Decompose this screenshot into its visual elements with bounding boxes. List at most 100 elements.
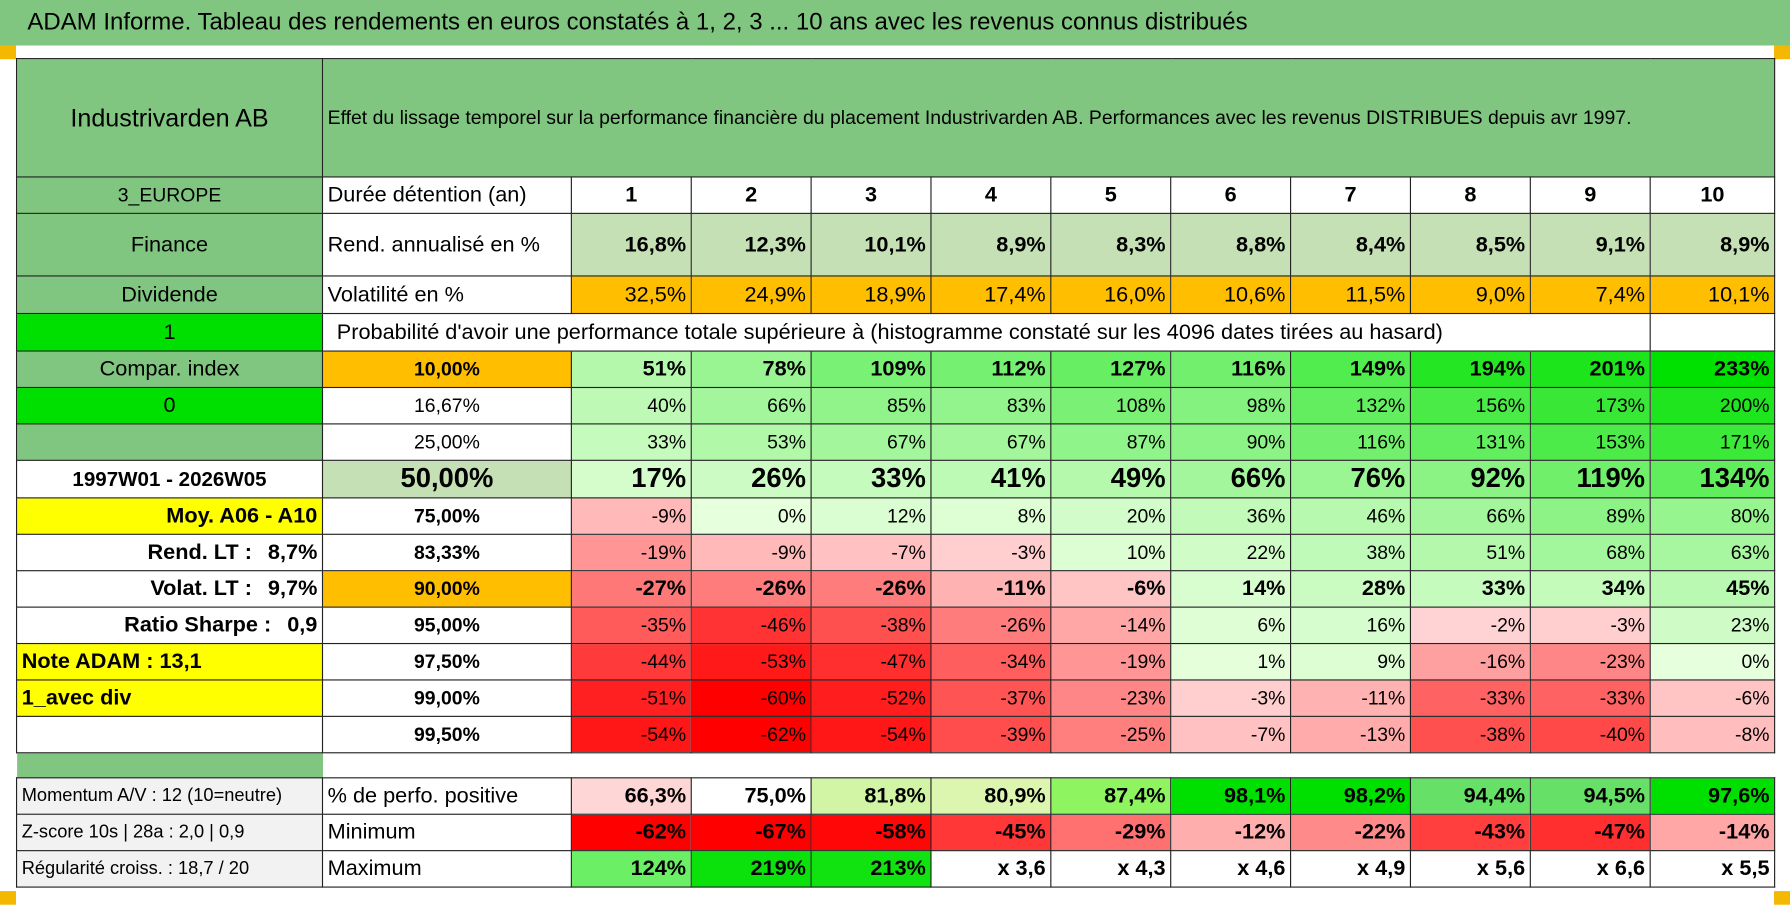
percentile-cell: 38% [1290, 533, 1412, 572]
percentile-cell: 173% [1529, 386, 1651, 425]
percentile-cell: 90% [1170, 423, 1292, 461]
percentile-cell: -3% [1170, 679, 1292, 717]
sharpe-ratio-value: 0,9 [287, 613, 318, 638]
header-row: Industrivarden AB Effet du lissage tempo… [15, 58, 1776, 178]
maximum-cell: x 6,6 [1529, 850, 1651, 888]
positive-performance-row: Momentum A/V : 12 (10=neutre)% de perfo.… [15, 777, 1776, 815]
positive-performance-cell: 94,4% [1409, 777, 1531, 815]
annual-return-cell: 16,8% [570, 212, 692, 277]
percentile-cell: 108% [1050, 386, 1172, 425]
percentile-cell: 26% [690, 459, 812, 499]
probability-row: 1 Probabilité d'avoir une performance to… [15, 312, 1776, 352]
year-header: 6 [1170, 176, 1292, 214]
percentile-cell: 109% [810, 350, 932, 389]
percentile-cell: 22% [1170, 533, 1292, 572]
positive-performance-cell: 87,4% [1050, 777, 1172, 815]
empty-cell [1530, 312, 1651, 352]
annual-return-cell: 8,4% [1290, 212, 1412, 277]
percentile-cell: 201% [1529, 350, 1651, 389]
positive-performance-cell: 80,9% [930, 777, 1052, 815]
percentile-cell: -16% [1409, 642, 1531, 681]
empty-cell [15, 715, 324, 754]
percentile-cell: -46% [690, 606, 812, 645]
minimum-cell: -45% [930, 813, 1052, 852]
corner-marker [1774, 45, 1790, 60]
year-header: 5 [1050, 176, 1172, 214]
volatility-row: Dividende Volatilité en % 32,5% 24,9% 18,9… [15, 275, 1776, 315]
company-name: Industrivarden AB [15, 58, 324, 178]
percentile-row: Ratio Sharpe :0,9 95,00% -35% -46% -38% -26% -… [15, 606, 1776, 645]
maximum-cell: 124% [570, 850, 692, 888]
percentile-cell: -38% [1409, 715, 1531, 754]
positive-performance-cell: 98,2% [1290, 777, 1412, 815]
percentile-cell: 23% [1649, 606, 1776, 645]
percentile-cell: -9% [570, 497, 692, 535]
annual-return-cell: 8,5% [1409, 212, 1531, 277]
volatility-cell: 18,9% [810, 275, 932, 315]
maximum-label: Maximum [321, 850, 572, 888]
percentile-cell: -25% [1050, 715, 1172, 754]
empty-cell [1530, 753, 1650, 778]
empty-cell [931, 753, 1051, 778]
volatility-cell: 11,5% [1290, 275, 1412, 315]
maximum-cell: x 3,6 [930, 850, 1052, 888]
percentile-cell: 80% [1649, 497, 1776, 535]
maximum-cell: x 4,9 [1290, 850, 1412, 888]
minimum-row: Z-score 10s | 28a : 2,0 | 0,9 Minimum -62%… [15, 813, 1776, 852]
percentile-cell: 171% [1649, 423, 1776, 461]
percentile-cell: 16% [1290, 606, 1412, 645]
year-header: 4 [930, 176, 1052, 214]
percentile-cell: 76% [1290, 459, 1412, 499]
positive-performance-side-info: Momentum A/V : 12 (10=neutre) [15, 777, 324, 815]
long-term-return-label: Rend. LT : [147, 540, 252, 565]
return-label: Rend. annualisé en % [321, 212, 572, 277]
maximum-cell: 213% [810, 850, 932, 888]
percentile-cell: 132% [1290, 386, 1412, 425]
percentile-cell: -52% [810, 679, 932, 717]
minimum-cell: -14% [1649, 813, 1776, 852]
volatility-cell: 7,4% [1529, 275, 1651, 315]
percentile-cell: 98% [1170, 386, 1292, 425]
percentile-cell: 149% [1290, 350, 1412, 389]
percentile-cell: -60% [690, 679, 812, 717]
percentile-cell: 6% [1170, 606, 1292, 645]
percentile-cell: -9% [690, 533, 812, 572]
percentile-cell: 0% [690, 497, 812, 535]
empty-cell [1650, 753, 1775, 778]
percentile-cell: -39% [930, 715, 1052, 754]
percentile-cell: 8% [930, 497, 1052, 535]
percentile-cell: 45% [1649, 570, 1776, 608]
percentile-label: 50,00% [321, 459, 572, 499]
percentile-cell: 34% [1529, 570, 1651, 608]
percentile-label: 99,00% [321, 679, 572, 717]
percentile-label: 16,67% [321, 386, 572, 425]
percentile-cell: -23% [1529, 642, 1651, 681]
percentile-cell: 66% [690, 386, 812, 425]
percentile-cell: 89% [1529, 497, 1651, 535]
percentile-cell: -7% [810, 533, 932, 572]
percentile-cell: -26% [930, 606, 1052, 645]
period-range: 1997W01 - 2026W05 [15, 459, 324, 499]
percentile-label: 95,00% [321, 606, 572, 645]
empty-cell [1051, 753, 1171, 778]
percentile-cell: -14% [1050, 606, 1172, 645]
maximum-row: Régularité croiss. : 18,7 / 20 Maximum 124… [15, 850, 1776, 888]
percentile-cell: -13% [1290, 715, 1412, 754]
percentile-cell: 20% [1050, 497, 1172, 535]
volatility-cell: 9,0% [1409, 275, 1531, 315]
year-header: 8 [1409, 176, 1531, 214]
percentile-cell: -53% [690, 642, 812, 681]
year-header: 3 [810, 176, 932, 214]
empty-cell [1410, 753, 1530, 778]
percentile-label: 25,00% [321, 423, 572, 461]
percentile-cell: 200% [1649, 386, 1776, 425]
duration-label: Durée détention (an) [321, 176, 572, 214]
percentile-row: 25,00% 33% 53% 67% 67% 87% 90% 116% 131% 153% 171% [15, 423, 1776, 461]
percentile-cell: 40% [570, 386, 692, 425]
adam-note: Note ADAM : 13,1 [15, 642, 324, 681]
percentile-cell: -54% [570, 715, 692, 754]
percentile-cell: 67% [810, 423, 932, 461]
percentile-cell: 51% [570, 350, 692, 389]
positive-performance-label: % de perfo. positive [321, 777, 572, 815]
